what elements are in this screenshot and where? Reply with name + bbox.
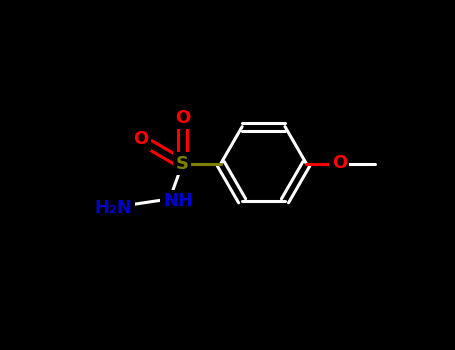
Text: NH: NH — [163, 192, 193, 210]
Text: O: O — [133, 131, 148, 148]
Text: H₂N: H₂N — [95, 199, 132, 217]
Text: O: O — [175, 109, 190, 127]
Text: O: O — [332, 154, 347, 172]
Text: S: S — [176, 155, 189, 173]
